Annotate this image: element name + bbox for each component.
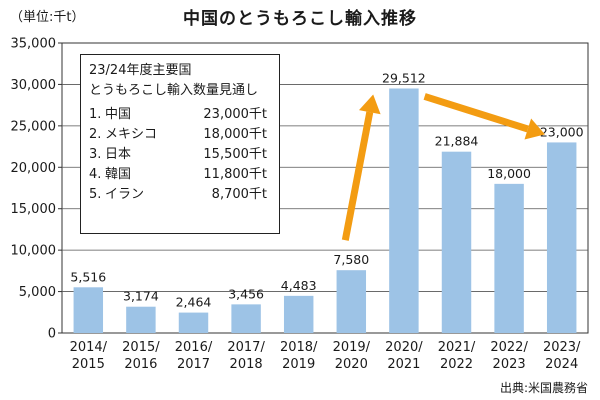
rank: 1. xyxy=(89,107,102,122)
box-title: 23/24年度主要国 とうもろこし輸入数量見通し xyxy=(89,61,271,101)
data-label: 2,464 xyxy=(176,295,212,310)
x-tick-label: 2021 xyxy=(387,357,420,372)
decline-arrow-shaft xyxy=(423,93,529,133)
bar-7 xyxy=(441,151,472,333)
bar-9 xyxy=(546,142,577,333)
x-tick-label: 2014/ xyxy=(70,340,108,355)
y-tick-label: 20,000 xyxy=(11,161,57,176)
source-note: 出典:米国農務省 xyxy=(499,381,588,395)
x-tick-label: 2015/ xyxy=(122,340,160,355)
rank: 4. xyxy=(89,167,102,182)
data-label: 23,000 xyxy=(540,124,584,139)
list-item: 4. 韓国 11,800千t xyxy=(89,165,271,185)
data-label: 3,174 xyxy=(123,289,159,304)
plot-frame xyxy=(61,42,589,334)
data-label: 7,580 xyxy=(333,252,369,267)
rank: 3. xyxy=(89,147,102,162)
x-tick-label: 2019/ xyxy=(333,340,371,355)
chart-title: 中国のとうもろこし輸入推移 xyxy=(183,9,417,29)
bar-3 xyxy=(231,304,261,333)
x-tick-label: 2023/ xyxy=(543,340,581,355)
list-item: 1. 中国 23,000千t xyxy=(89,105,271,125)
bar-2 xyxy=(178,312,209,333)
amount: 18,000千t xyxy=(203,127,267,142)
x-tick-label: 2015 xyxy=(72,357,105,372)
x-tick-label: 2022 xyxy=(440,357,473,372)
bar-8 xyxy=(494,183,524,333)
amount: 11,800千t xyxy=(203,167,267,182)
country: メキシコ xyxy=(105,127,158,142)
x-tick-label: 2018/ xyxy=(280,340,318,355)
x-tick-label: 2016 xyxy=(124,357,157,372)
y-tick-label: 0 xyxy=(48,327,56,342)
growth-arrow-shaft xyxy=(341,111,374,241)
x-tick-label: 2016/ xyxy=(175,340,213,355)
data-label: 3,456 xyxy=(228,286,264,301)
list-item: 2. メキシコ 18,000千t xyxy=(89,125,271,145)
x-tick-label: 2019 xyxy=(282,357,315,372)
x-tick-label: 2021/ xyxy=(438,340,476,355)
bar-5 xyxy=(336,270,367,333)
x-tick-label: 2022/ xyxy=(490,340,528,355)
rank: 2. xyxy=(89,127,102,142)
country: 中国 xyxy=(105,107,132,122)
list-item: 3. 日本 15,500千t xyxy=(89,145,271,165)
y-tick-label: 15,000 xyxy=(11,202,57,217)
rank: 5. xyxy=(89,187,102,202)
x-tick-label: 2020/ xyxy=(385,340,423,355)
x-tick-label: 2017/ xyxy=(227,340,265,355)
y-tick-label: 10,000 xyxy=(11,244,57,259)
bar-0 xyxy=(73,287,104,333)
import-outlook-box: 23/24年度主要国 とうもろこし輸入数量見通し 1. 中国 23,000千t … xyxy=(80,54,280,234)
unit-label: （単位:千t） xyxy=(10,10,85,25)
x-tick-label: 2024 xyxy=(545,357,578,372)
x-tick-label: 2020 xyxy=(335,357,368,372)
list-item: 5. イラン 8,700千t xyxy=(89,185,271,205)
data-label: 21,884 xyxy=(435,134,479,149)
box-title-line2: とうもろこし輸入数量見通し xyxy=(89,83,259,98)
x-tick-label: 2017 xyxy=(177,357,210,372)
y-tick-label: 35,000 xyxy=(11,37,57,52)
growth-arrow-head xyxy=(358,94,381,115)
data-label: 18,000 xyxy=(487,166,531,181)
box-title-line1: 23/24年度主要国 xyxy=(89,63,192,78)
bar-1 xyxy=(126,306,156,333)
country: 韓国 xyxy=(105,167,132,182)
data-label: 29,512 xyxy=(382,70,426,85)
data-label: 5,516 xyxy=(70,269,106,284)
amount: 8,700千t xyxy=(211,187,267,202)
bar-4 xyxy=(283,295,314,333)
bar-6 xyxy=(389,88,419,333)
country: 日本 xyxy=(105,147,132,162)
amount: 23,000千t xyxy=(203,107,267,122)
x-tick-label: 2018 xyxy=(230,357,263,372)
amount: 15,500千t xyxy=(203,147,267,162)
y-tick-label: 5,000 xyxy=(19,285,56,300)
y-tick-label: 30,000 xyxy=(11,78,57,93)
decline-arrow-head xyxy=(524,118,545,140)
x-tick-label: 2023 xyxy=(493,357,526,372)
data-label: 4,483 xyxy=(281,278,317,293)
country: イラン xyxy=(105,187,145,202)
y-tick-label: 25,000 xyxy=(11,119,57,134)
